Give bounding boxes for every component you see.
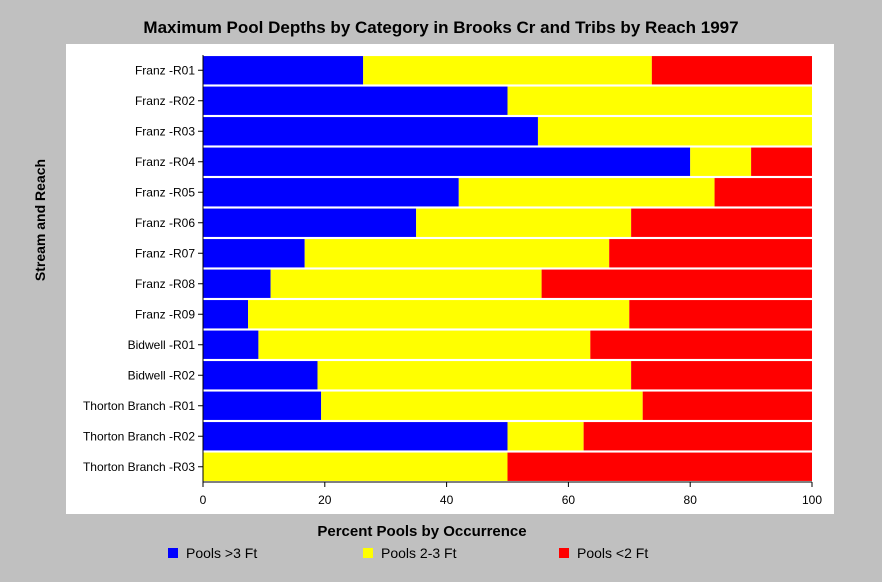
bar-franz-r04-pools-3-ft [203, 147, 691, 176]
bar-thorton-branch-r02-pools-2-3-ft [507, 422, 584, 451]
bar-bidwell-r02-pools-2-3-ft [317, 361, 632, 390]
x-tick-label-60: 60 [562, 493, 576, 507]
bar-thorton-branch-r01-pools-3-ft [203, 391, 322, 420]
y-tick-label-franz-r03: Franz -R03 [135, 124, 195, 138]
bar-thorton-branch-r01-pools-2-ft [642, 391, 812, 420]
bar-franz-r04-pools-2-3-ft [690, 147, 752, 176]
bar-franz-r06-pools-3-ft [203, 208, 417, 237]
legend-item-pools-2-3: Pools 2-3 Ft [363, 544, 456, 562]
bar-franz-r06-pools-2-3-ft [416, 208, 632, 237]
bar-franz-r09-pools-2-ft [629, 300, 812, 329]
legend-label-pools-2-3: Pools 2-3 Ft [381, 545, 457, 561]
y-tick-label-thorton-branch-r03: Thorton Branch -R03 [83, 460, 195, 474]
legend-item-pools-gt3: Pools >3 Ft [168, 544, 257, 562]
bar-thorton-branch-r01-pools-2-3-ft [321, 391, 643, 420]
bar-bidwell-r02-pools-2-ft [631, 361, 812, 390]
bar-franz-r01-pools-2-3-ft [363, 56, 652, 85]
bar-franz-r05-pools-2-3-ft [458, 178, 715, 207]
chart-title: Maximum Pool Depths by Category in Brook… [143, 18, 739, 37]
bar-franz-r09-pools-2-3-ft [248, 300, 630, 329]
x-tick-label-100: 100 [802, 493, 822, 507]
y-axis-label: Stream and Reach [32, 158, 48, 282]
bar-franz-r01-pools-3-ft [203, 56, 364, 85]
bar-bidwell-r02-pools-3-ft [203, 361, 318, 390]
bar-franz-r04-pools-2-ft [751, 147, 812, 176]
y-tick-label-bidwell-r02: Bidwell -R02 [128, 368, 196, 382]
bar-franz-r08-pools-3-ft [203, 269, 271, 298]
bar-franz-r07-pools-2-ft [609, 239, 812, 268]
bar-franz-r03-pools-2-3-ft [537, 117, 812, 146]
x-tick-label-80: 80 [684, 493, 698, 507]
legend-label-pools-lt2: Pools <2 Ft [577, 545, 649, 561]
y-tick-label-bidwell-r01: Bidwell -R01 [128, 338, 196, 352]
bar-franz-r05-pools-2-ft [714, 178, 812, 207]
bar-thorton-branch-r03-pools-2-3-ft [203, 452, 508, 481]
bar-thorton-branch-r02-pools-2-ft [583, 422, 812, 451]
bar-bidwell-r01-pools-2-3-ft [258, 330, 591, 359]
y-tick-label-franz-r07: Franz -R07 [135, 246, 195, 260]
y-tick-label-franz-r02: Franz -R02 [135, 94, 195, 108]
y-tick-label-franz-r08: Franz -R08 [135, 277, 195, 291]
y-tick-label-franz-r01: Franz -R01 [135, 63, 195, 77]
bar-franz-r02-pools-2-3-ft [507, 86, 812, 115]
legend-item-pools-lt2: Pools <2 Ft [559, 544, 648, 562]
y-tick-label-franz-r06: Franz -R06 [135, 216, 195, 230]
x-axis-label: Percent Pools by Occurrence [317, 523, 527, 540]
y-tick-label-thorton-branch-r01: Thorton Branch -R01 [83, 399, 195, 413]
bar-bidwell-r01-pools-2-ft [590, 330, 812, 359]
legend-swatch-pools-2-3 [363, 548, 373, 558]
y-tick-label-thorton-branch-r02: Thorton Branch -R02 [83, 429, 195, 443]
bar-franz-r05-pools-3-ft [203, 178, 459, 207]
bar-franz-r06-pools-2-ft [631, 208, 812, 237]
bar-franz-r09-pools-3-ft [203, 300, 249, 329]
x-tick-label-0: 0 [200, 493, 207, 507]
x-tick-label-20: 20 [318, 493, 332, 507]
y-tick-label-franz-r09: Franz -R09 [135, 307, 195, 321]
bar-bidwell-r01-pools-3-ft [203, 330, 259, 359]
y-tick-label-franz-r04: Franz -R04 [135, 155, 195, 169]
bar-franz-r07-pools-2-3-ft [304, 239, 610, 268]
bar-franz-r03-pools-3-ft [203, 117, 538, 146]
y-tick-label-franz-r05: Franz -R05 [135, 185, 195, 199]
bar-franz-r08-pools-2-3-ft [270, 269, 542, 298]
legend-swatch-pools-gt3 [168, 548, 178, 558]
bar-franz-r08-pools-2-ft [541, 269, 812, 298]
bar-thorton-branch-r02-pools-3-ft [203, 422, 508, 451]
bar-franz-r02-pools-3-ft [203, 86, 508, 115]
legend-swatch-pools-lt2 [559, 548, 569, 558]
bar-franz-r07-pools-3-ft [203, 239, 305, 268]
bar-thorton-branch-r03-pools-2-ft [507, 452, 812, 481]
legend-label-pools-gt3: Pools >3 Ft [186, 545, 258, 561]
x-tick-label-40: 40 [440, 493, 454, 507]
bar-franz-r01-pools-2-ft [651, 56, 812, 85]
